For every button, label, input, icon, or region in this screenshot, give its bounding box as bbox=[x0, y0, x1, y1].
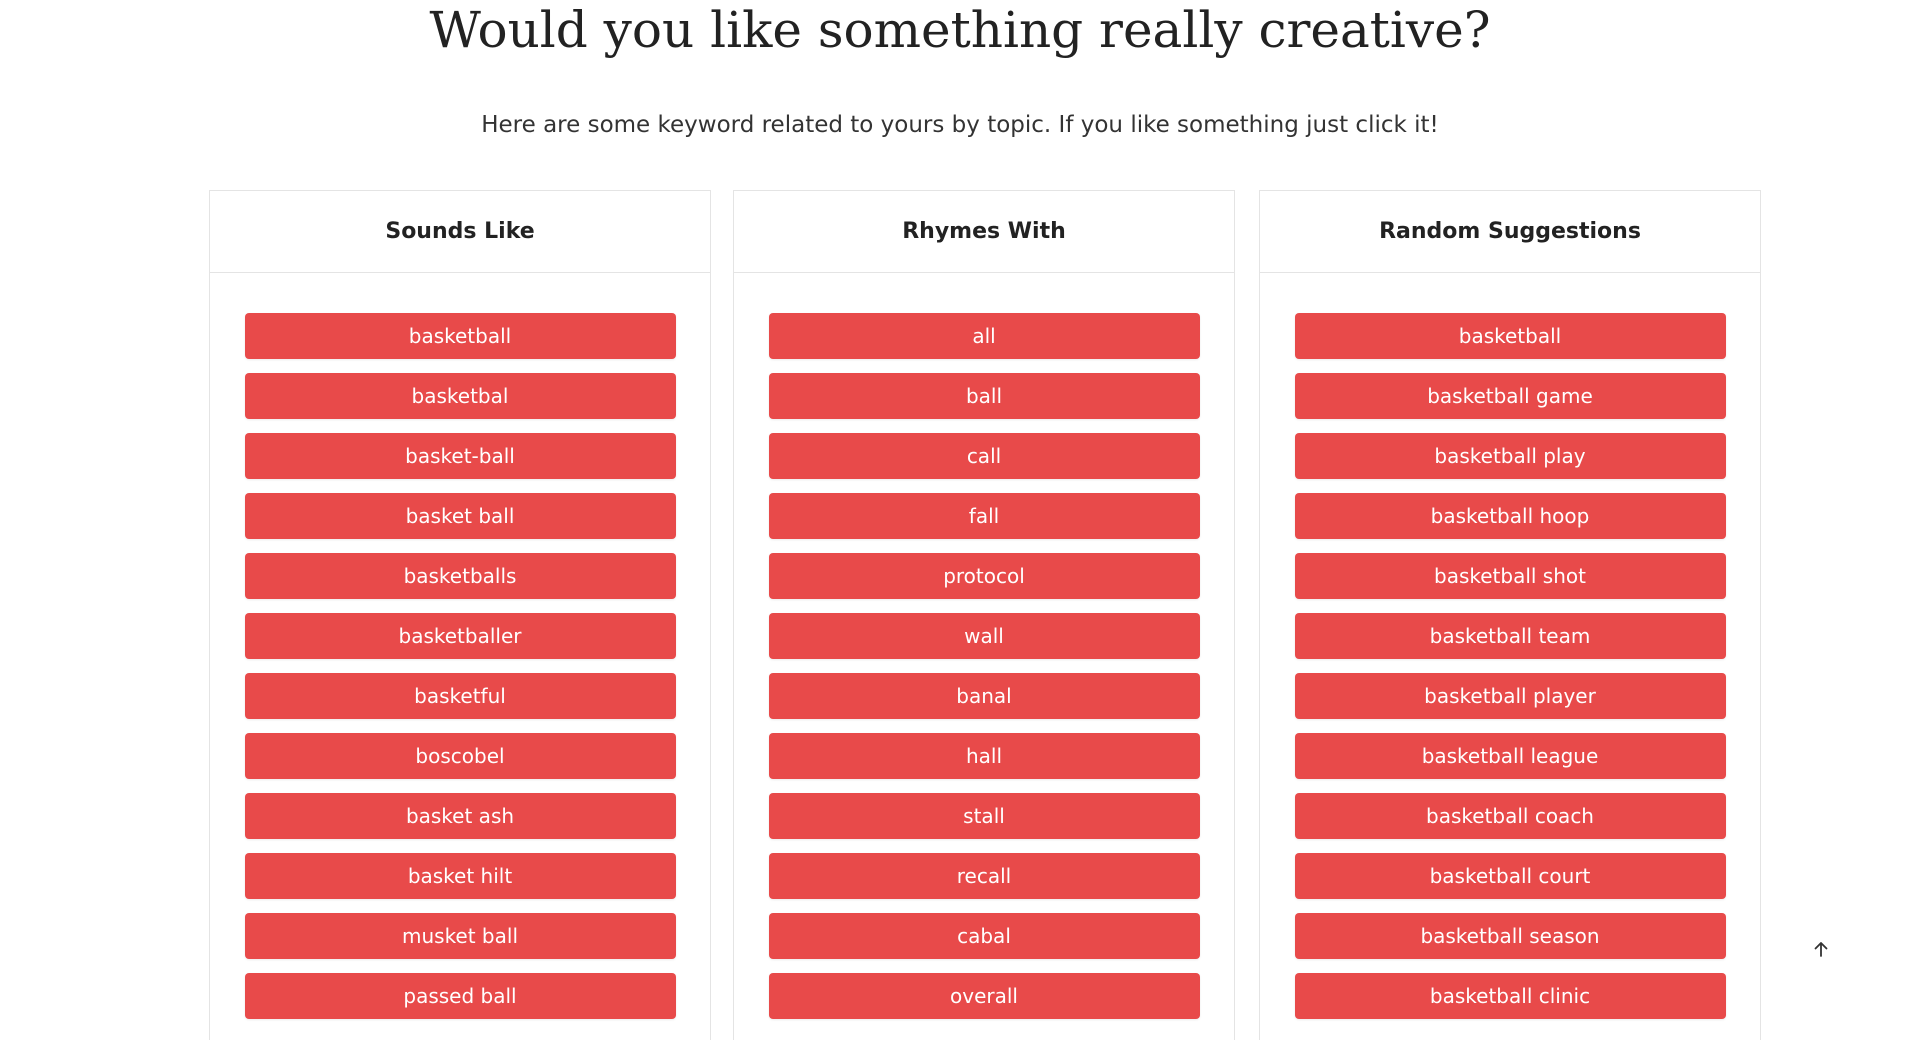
keyword-button[interactable]: basketball coach bbox=[1294, 793, 1726, 839]
keyword-button[interactable]: basketball play bbox=[1294, 433, 1726, 479]
scroll-to-top-button[interactable] bbox=[1806, 934, 1836, 964]
keyword-button[interactable]: recall bbox=[768, 853, 1200, 899]
keyword-button[interactable]: banal bbox=[768, 673, 1200, 719]
keyword-list: all ball call fall protocol wall banal hall stal… bbox=[734, 273, 1234, 1019]
page-headline: Would you like something really creative… bbox=[429, 1, 1491, 59]
arrow-up-icon bbox=[1814, 942, 1828, 957]
keyword-button[interactable]: stall bbox=[768, 793, 1200, 839]
keyword-button[interactable]: fall bbox=[768, 493, 1200, 539]
keyword-button[interactable]: overall bbox=[768, 973, 1200, 1019]
page-subtitle: Here are some keyword related to yours b… bbox=[481, 112, 1439, 138]
keyword-button[interactable]: basketball bbox=[244, 313, 676, 359]
keyword-button[interactable]: basketbal bbox=[244, 373, 676, 419]
keyword-button[interactable]: basketball player bbox=[1294, 673, 1726, 719]
keyword-button[interactable]: basketball shot bbox=[1294, 553, 1726, 599]
keyword-button[interactable]: basket-ball bbox=[244, 433, 676, 479]
keyword-button[interactable]: basketballs bbox=[244, 553, 676, 599]
keyword-button[interactable]: basketball team bbox=[1294, 613, 1726, 659]
keyword-button[interactable]: basketball hoop bbox=[1294, 493, 1726, 539]
random-suggestions-card: Random Suggestions basketball basketball … bbox=[1259, 190, 1761, 1040]
keyword-button[interactable]: basketball game bbox=[1294, 373, 1726, 419]
keyword-button[interactable]: all bbox=[768, 313, 1200, 359]
keyword-button[interactable]: basketball clinic bbox=[1294, 973, 1726, 1019]
keyword-columns: Sounds Like basketball basketbal basket-ba… bbox=[209, 190, 1761, 1040]
keyword-button[interactable]: cabal bbox=[768, 913, 1200, 959]
keyword-button[interactable]: basket ball bbox=[244, 493, 676, 539]
keyword-button[interactable]: basketful bbox=[244, 673, 676, 719]
keyword-button[interactable]: hall bbox=[768, 733, 1200, 779]
sounds-like-card: Sounds Like basketball basketbal basket-ba… bbox=[209, 190, 711, 1040]
keyword-button[interactable]: basketball season bbox=[1294, 913, 1726, 959]
keyword-list: basketball basketbal basket-ball basket bal… bbox=[210, 273, 710, 1019]
keyword-list: basketball basketball game basketball play… bbox=[1260, 273, 1760, 1019]
rhymes-with-card: Rhymes With all ball call fall protocol wall b… bbox=[733, 190, 1235, 1040]
keyword-button[interactable]: basketball league bbox=[1294, 733, 1726, 779]
card-title: Rhymes With bbox=[734, 191, 1234, 273]
keyword-button[interactable]: ball bbox=[768, 373, 1200, 419]
keyword-button[interactable]: wall bbox=[768, 613, 1200, 659]
keyword-button[interactable]: basketball court bbox=[1294, 853, 1726, 899]
keyword-button[interactable]: basketballer bbox=[244, 613, 676, 659]
keyword-button[interactable]: passed ball bbox=[244, 973, 676, 1019]
keyword-button[interactable]: protocol bbox=[768, 553, 1200, 599]
keyword-button[interactable]: basket ash bbox=[244, 793, 676, 839]
keyword-button[interactable]: call bbox=[768, 433, 1200, 479]
card-title: Random Suggestions bbox=[1260, 191, 1760, 273]
keyword-button[interactable]: basketball bbox=[1294, 313, 1726, 359]
keyword-button[interactable]: musket ball bbox=[244, 913, 676, 959]
card-title: Sounds Like bbox=[210, 191, 710, 273]
keyword-button[interactable]: basket hilt bbox=[244, 853, 676, 899]
keyword-button[interactable]: boscobel bbox=[244, 733, 676, 779]
